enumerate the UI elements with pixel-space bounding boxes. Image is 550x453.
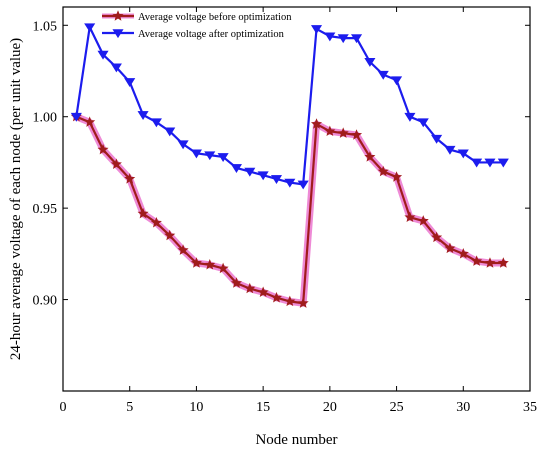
data-point <box>217 153 229 163</box>
y-tick-label: 0.95 <box>33 202 58 217</box>
data-point <box>364 58 376 67</box>
ticks-layer: 0 5 10 15 20 25 30 35 0.90 0.95 1.00 1.05 <box>33 7 537 415</box>
x-tick-label: 15 <box>256 400 270 415</box>
data-point <box>471 255 483 266</box>
data-point <box>124 78 136 88</box>
data-point <box>270 175 283 184</box>
x-tick-label: 10 <box>189 400 203 415</box>
y-tick-label: 1.05 <box>33 19 58 34</box>
data-point <box>310 25 323 35</box>
legend-label: Average voltage after optimization <box>138 29 285 40</box>
data-point <box>444 242 456 254</box>
y-tick-label: 0.90 <box>33 294 58 309</box>
data-point <box>337 34 349 44</box>
data-point <box>417 215 429 226</box>
x-tick-label: 25 <box>390 400 404 415</box>
data-point <box>190 257 202 268</box>
data-point <box>497 158 509 168</box>
data-point <box>324 32 336 42</box>
x-axis-label: Node number <box>255 432 337 448</box>
data-point <box>97 143 109 155</box>
data-point <box>217 262 229 274</box>
data-point <box>150 118 162 128</box>
data-point <box>457 248 469 259</box>
data-point <box>124 173 136 184</box>
data-point <box>270 291 283 303</box>
data-point <box>497 257 509 268</box>
data-point <box>431 134 443 144</box>
data-point <box>351 34 363 44</box>
data-point <box>351 129 363 140</box>
y-axis-label: 24-hour average voltage of each node (pe… <box>8 38 24 360</box>
data-point <box>431 231 443 243</box>
series-1 <box>70 110 509 308</box>
data-point <box>377 70 389 80</box>
data-point <box>391 171 403 182</box>
x-tick-label: 0 <box>60 400 67 415</box>
data-point <box>284 178 296 188</box>
series-line-halo <box>72 113 507 307</box>
data-point <box>244 167 256 177</box>
data-point <box>284 295 296 307</box>
data-point <box>471 158 483 168</box>
x-tick-label: 30 <box>456 400 470 415</box>
data-point <box>164 229 176 241</box>
data-point <box>457 149 469 159</box>
data-point <box>230 164 242 173</box>
data-point <box>257 286 269 297</box>
data-point <box>190 149 202 159</box>
legend-swatch-marker <box>112 29 124 39</box>
data-point <box>404 211 416 222</box>
data-point <box>150 216 162 228</box>
legend-swatch-marker <box>112 10 124 21</box>
data-point <box>110 158 122 169</box>
data-point <box>70 112 82 122</box>
data-point <box>164 127 176 137</box>
data-point <box>177 140 189 150</box>
data-point <box>484 158 496 168</box>
data-point <box>324 125 336 137</box>
data-point <box>297 180 309 190</box>
legend-entry: Average voltage before optimization <box>102 10 292 23</box>
data-point <box>84 116 96 127</box>
data-point <box>137 111 149 120</box>
series-line <box>75 26 504 186</box>
data-point <box>230 277 242 288</box>
series-2 <box>70 23 509 190</box>
data-point <box>310 118 323 129</box>
data-point <box>244 282 256 294</box>
data-point <box>444 145 456 155</box>
data-point <box>337 127 349 138</box>
data-point <box>204 259 216 270</box>
legend-label: Average voltage before optimization <box>138 12 292 23</box>
data-point <box>297 297 309 308</box>
plot-frame <box>62 6 531 392</box>
data-point <box>404 112 416 122</box>
data-point <box>84 23 96 33</box>
x-tick-label: 5 <box>126 400 133 415</box>
data-point <box>364 151 376 162</box>
data-point <box>204 151 216 161</box>
data-point <box>484 257 496 268</box>
data-point <box>417 118 429 128</box>
data-point <box>110 63 122 73</box>
x-tick-label: 35 <box>523 400 537 415</box>
data-point <box>391 76 403 86</box>
data-point <box>137 207 149 219</box>
legend: Average voltage before optimization Avera… <box>102 10 292 40</box>
legend-entry: Average voltage after optimization <box>102 29 285 40</box>
data-point <box>377 165 389 177</box>
series-layer <box>70 23 509 308</box>
data-point <box>177 244 189 255</box>
data-point <box>97 50 109 60</box>
y-tick-label: 1.00 <box>33 111 58 126</box>
data-point <box>257 171 269 181</box>
x-tick-label: 20 <box>323 400 337 415</box>
